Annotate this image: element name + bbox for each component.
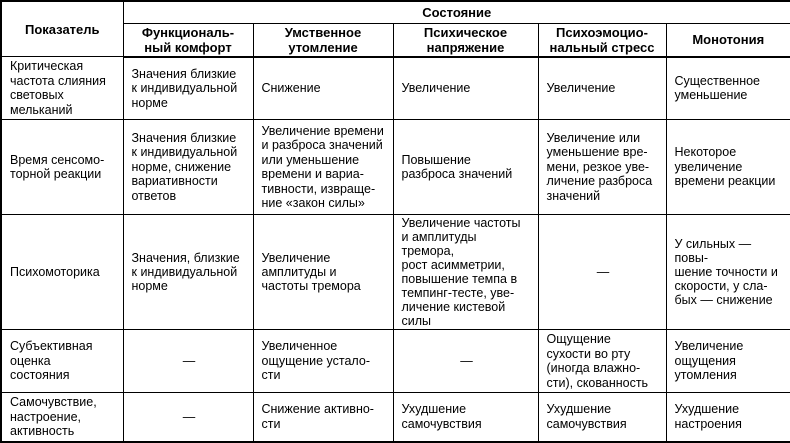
table-cell: Значения близкие к индивидуальной норме,… (122, 119, 254, 215)
state-columns-header-row: Функциональ- ный комфорт Умственное утом… (1, 22, 790, 58)
table-cell-empty-dash: — (392, 329, 539, 393)
row-header-psychomotorics: Психомоторика (0, 214, 124, 330)
table-cell: Увеличение (537, 56, 667, 120)
table-row: Психомоторика Значения, близкие к индиви… (0, 214, 790, 330)
table-row: Время сенсомо- торной реакции Значения б… (0, 119, 790, 215)
table-cell: Значения близкие к индивидуальной норме (122, 56, 254, 120)
row-header-cff: Критическая частота слияния световых мел… (0, 56, 124, 120)
column-header-psychoemotional-stress: Психоэмоцио- нальный стресс (537, 22, 667, 58)
table-cell: Увеличение ощущения утомления (665, 329, 790, 393)
table-cell: Увеличенное ощущение устало- сти (252, 329, 394, 393)
table-cell: Увеличение времени и разброса значений и… (252, 119, 394, 215)
table-cell: Ощущение сухости во рту (иногда влажно- … (537, 329, 667, 393)
column-header-psychic-tension: Психическое напряжение (392, 22, 539, 58)
table-cell: Ухудшение настроения (665, 392, 790, 442)
table-cell-empty-dash: — (122, 392, 254, 442)
table-cell: Увеличение амплитуды и частоты тремора (252, 214, 394, 330)
table-cell: Ухудшение самочувствия (537, 392, 667, 442)
row-header-subjective-assessment: Субъективная оценка состояния (0, 329, 124, 393)
column-header-monotony: Монотония (665, 22, 790, 58)
table-cell: Увеличение частоты и амплитуды тремора, … (392, 214, 539, 330)
table-cell: Значения, близкие к индивидуальной норме (122, 214, 254, 330)
table-cell: Снижение активно- сти (252, 392, 394, 442)
table-cell: Существенное уменьшение (665, 56, 790, 120)
table-cell-empty-dash: — (537, 214, 667, 330)
table-cell: Снижение (252, 56, 394, 120)
table-cell: Ухудшение самочувствия (392, 392, 539, 442)
table-cell: У сильных — повы- шение точности и скоро… (665, 214, 790, 330)
table-cell: Некоторое увеличение времени реакции (665, 119, 790, 215)
table-cell-empty-dash: — (122, 329, 254, 393)
column-header-functional-comfort: Функциональ- ный комфорт (122, 22, 254, 58)
table-row: Субъективная оценка состояния — Увеличен… (0, 329, 790, 393)
group-header-row: Показатель Состояние (0, 0, 790, 57)
row-header-wellbeing-mood-activity: Самочувствие, настроение, активность (0, 392, 124, 442)
table-cell: Повышение разброса значений (392, 119, 539, 215)
group-header-state: Состояние (122, 0, 790, 24)
column-header-mental-fatigue: Умственное утомление (252, 22, 394, 58)
row-header-sensorimotor-time: Время сенсомо- торной реакции (0, 119, 124, 215)
table-row: Самочувствие, настроение, активность — С… (0, 392, 790, 442)
corner-header-indicator: Показатель (0, 0, 124, 57)
table-row: Критическая частота слияния световых мел… (0, 56, 790, 120)
table-cell: Увеличение или уменьшение вре- мени, рез… (537, 119, 667, 215)
table-cell: Увеличение (392, 56, 539, 120)
